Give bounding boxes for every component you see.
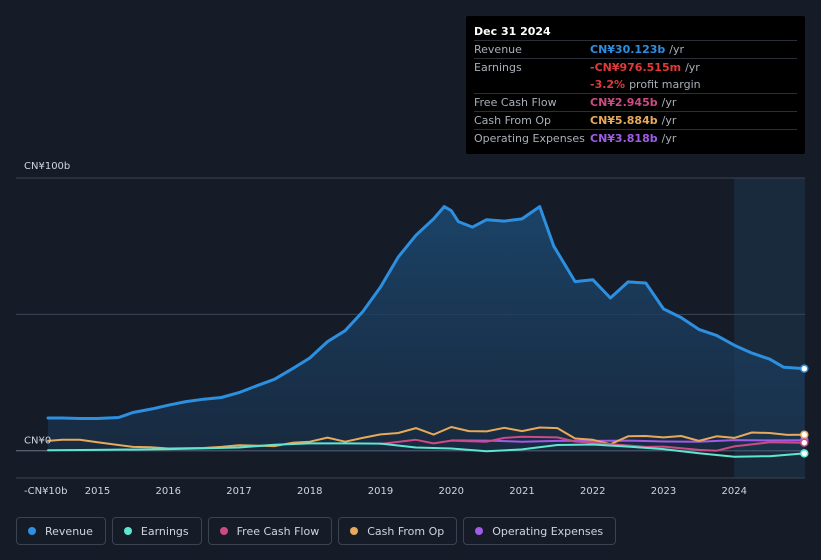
tooltip-row-value: CN¥2.945b xyxy=(590,96,658,109)
revenue-dot-icon xyxy=(28,527,36,535)
tooltip-row-label: Cash From Op xyxy=(474,114,552,127)
x-tick-label: 2020 xyxy=(439,486,464,497)
x-tick-label: 2024 xyxy=(722,486,747,497)
tooltip-row: Free Cash Flow CN¥2.945b/yr xyxy=(474,93,797,111)
operating_expenses-line xyxy=(450,439,806,443)
tooltip-row-label: Operating Expenses xyxy=(474,132,585,145)
tooltip-row: Operating Expenses CN¥3.818b/yr xyxy=(474,129,797,147)
legend-item[interactable]: Cash From Op xyxy=(338,517,458,545)
tooltip-row-value: CN¥30.123b xyxy=(590,43,666,56)
x-tick-label: 2021 xyxy=(509,486,534,497)
tooltip-date: Dec 31 2024 xyxy=(474,25,551,38)
legend-item-label: Earnings xyxy=(140,524,189,538)
free_cash_flow-end-marker xyxy=(800,438,809,447)
tooltip-row: Revenue CN¥30.123b/yr xyxy=(474,40,797,58)
x-tick-label: 2017 xyxy=(226,486,251,497)
x-tick-label: 2019 xyxy=(368,486,393,497)
tooltip-row-unit: profit margin xyxy=(629,78,701,91)
legend-item[interactable]: Earnings xyxy=(111,517,202,545)
data-tooltip: Dec 31 2024 Revenue CN¥30.123b/yr Earnings… xyxy=(466,16,805,154)
chart-legend: Revenue Earnings Free Cash Flow Cash From O… xyxy=(16,517,622,545)
y-tick-label: CN¥100b xyxy=(24,161,70,172)
free-cash-flow-dot-icon xyxy=(219,527,228,535)
x-tick-label: 2022 xyxy=(580,486,605,497)
tooltip-row: Cash From Op CN¥5.884b/yr xyxy=(474,111,797,129)
tooltip-row-label: Earnings xyxy=(474,61,522,74)
legend-item-label: Revenue xyxy=(45,524,93,538)
legend-item[interactable]: Operating Expenses xyxy=(463,517,617,545)
revenue-end-marker xyxy=(800,364,809,373)
earnings-dot-icon xyxy=(123,527,132,535)
tooltip-row-unit: /yr xyxy=(661,96,677,109)
x-tick-label: 2018 xyxy=(297,486,322,497)
earnings-line xyxy=(47,442,806,458)
revenue-line xyxy=(46,205,806,420)
tooltip-row-unit: /yr xyxy=(685,61,700,74)
y-tick-label: -CN¥10b xyxy=(24,486,68,497)
tooltip-row-unit: /yr xyxy=(661,114,677,127)
revenue-area xyxy=(48,206,805,451)
tooltip-row-unit: /yr xyxy=(669,43,685,56)
tooltip-row-value: -3.2% xyxy=(590,78,626,91)
cash_from_op-end-marker xyxy=(800,430,809,439)
free_cash_flow-line xyxy=(379,435,806,452)
legend-item-label: Operating Expenses xyxy=(492,524,604,538)
tooltip-row-value: CN¥3.818b xyxy=(590,132,658,145)
tooltip-row-value: -CN¥976.515m xyxy=(590,61,682,74)
tooltip-row: -3.2% profit margin xyxy=(474,76,797,93)
tooltip-row-value: CN¥5.884b xyxy=(590,114,658,127)
legend-item[interactable]: Revenue xyxy=(16,517,106,545)
y-tick-label: CN¥0 xyxy=(24,436,51,447)
legend-item-label: Free Cash Flow xyxy=(236,524,320,538)
tooltip-row: Earnings -CN¥976.515m/yr xyxy=(474,58,797,76)
x-tick-label: 2023 xyxy=(651,486,676,497)
tooltip-row-label xyxy=(474,76,590,93)
tooltip-row-unit: /yr xyxy=(661,132,677,145)
earnings-end-marker xyxy=(800,449,809,458)
x-tick-label: 2015 xyxy=(85,486,110,497)
legend-item-label: Cash From Op xyxy=(367,524,445,538)
tooltip-row-label: Revenue xyxy=(474,43,522,56)
tooltip-row-label: Free Cash Flow xyxy=(474,96,557,109)
operating-expenses-dot-icon xyxy=(475,527,484,535)
cash-from-op-dot-icon xyxy=(350,527,359,535)
x-tick-label: 2016 xyxy=(156,486,181,497)
legend-item[interactable]: Free Cash Flow xyxy=(207,517,333,545)
